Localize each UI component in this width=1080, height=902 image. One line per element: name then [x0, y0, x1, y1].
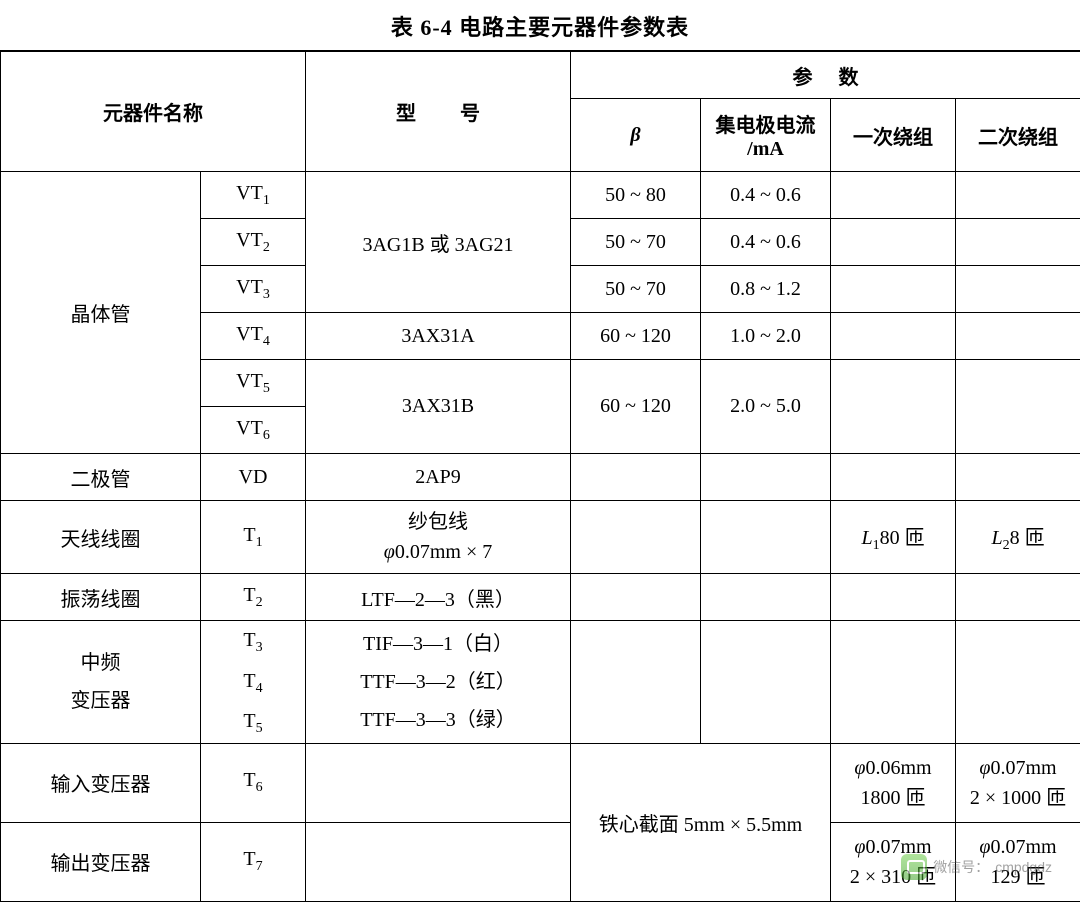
- cell-antenna-des: T1: [201, 501, 306, 574]
- cell-vt3-des: VT3: [201, 266, 306, 313]
- cell-iftrans-des: T3 T4 T5: [201, 621, 306, 744]
- th-secondary: 二次绕组: [956, 99, 1080, 172]
- th-ic-label: 集电极电流: [701, 109, 830, 138]
- cell-inputT-des: T6: [201, 743, 306, 822]
- cell-vt56-model: 3AX31B: [306, 360, 571, 454]
- th-model: 型号: [306, 51, 571, 172]
- cell-inputT-secondary: φ0.07mm 2 × 1000 匝: [956, 743, 1080, 822]
- cell-antenna-model-l1: 纱包线: [310, 507, 566, 537]
- cell-outputT-name: 输出变压器: [1, 822, 201, 901]
- cell-vt4-model: 3AX31A: [306, 313, 571, 360]
- cell-vt3-beta: 50 ~ 70: [571, 266, 701, 313]
- row-osc: 振荡线圈 T2 LTF—2—3（黑）: [1, 574, 1080, 621]
- cell-vt3-ic: 0.8 ~ 1.2: [701, 266, 831, 313]
- cell-inputT-name: 输入变压器: [1, 743, 201, 822]
- th-params: 参数: [571, 51, 1080, 99]
- table-title: 表 6-4 电路主要元器件参数表: [0, 10, 1080, 42]
- cell-vt2-beta: 50 ~ 70: [571, 219, 701, 266]
- cell-iftrans-name-l1: 中频: [1, 644, 200, 682]
- cell-transistor-label: 晶体管: [1, 172, 201, 454]
- cell-vt2-ic: 0.4 ~ 0.6: [701, 219, 831, 266]
- cell-vt123-model: 3AG1B 或 3AG21: [306, 172, 571, 313]
- cell-vt56-beta: 60 ~ 120: [571, 360, 701, 454]
- cell-vt1-beta: 50 ~ 80: [571, 172, 701, 219]
- cell-antenna-model: 纱包线 φ0.07mm × 7: [306, 501, 571, 574]
- cell-diode-name: 二极管: [1, 454, 201, 501]
- cell-outputT-des: T7: [201, 822, 306, 901]
- cell-vt1-ic: 0.4 ~ 0.6: [701, 172, 831, 219]
- row-diode: 二极管 VD 2AP9: [1, 454, 1080, 501]
- cell-antenna-secondary: L28 匝: [956, 501, 1080, 574]
- th-beta: β: [571, 99, 701, 172]
- cell-antenna-primary: L180 匝: [831, 501, 956, 574]
- cell-osc-des: T2: [201, 574, 306, 621]
- row-input-transformer: 输入变压器 T6 铁心截面 5mm × 5.5mm φ0.06mm 1800 匝…: [1, 743, 1080, 822]
- cell-osc-model: LTF—2—3（黑）: [306, 574, 571, 621]
- cell-iftrans-name-l2: 变压器: [1, 682, 200, 720]
- cell-diode-des: VD: [201, 454, 306, 501]
- cell-vt6-des: VT6: [201, 407, 306, 454]
- cell-outputT-secondary: φ0.07mm 129 匝: [956, 822, 1080, 901]
- row-output-transformer: 输出变压器 T7 φ0.07mm 2 × 310 匝 φ0.07mm 129 匝: [1, 822, 1080, 901]
- cell-inputT-primary-l2: 1800 匝: [835, 783, 951, 813]
- cell-vt1-des: VT1: [201, 172, 306, 219]
- cell-antenna-model-l2: φ0.07mm × 7: [310, 537, 566, 567]
- cell-outputT-primary-l1: φ0.07mm: [835, 832, 951, 862]
- cell-iftrans-m4: TTF—3—2（红）: [306, 663, 570, 701]
- cell-iftrans-name: 中频 变压器: [1, 621, 201, 744]
- cell-outputT-primary-l2: 2 × 310 匝: [835, 862, 951, 892]
- cell-inputT-secondary-l2: 2 × 1000 匝: [960, 783, 1076, 813]
- cell-vt2-des: VT2: [201, 219, 306, 266]
- cell-iftrans-m3: TIF—3—1（白）: [306, 625, 570, 663]
- cell-vt5-des: VT5: [201, 360, 306, 407]
- cell-diode-model: 2AP9: [306, 454, 571, 501]
- cell-iftrans-m5: TTF—3—3（绿）: [306, 701, 570, 739]
- row-vt1: 晶体管 VT1 3AG1B 或 3AG21 50 ~ 80 0.4 ~ 0.6: [1, 172, 1080, 219]
- cell-inputT-primary: φ0.06mm 1800 匝: [831, 743, 956, 822]
- cell-vt4-des: VT4: [201, 313, 306, 360]
- cell-inputT-secondary-l1: φ0.07mm: [960, 753, 1076, 783]
- row-antenna: 天线线圈 T1 纱包线 φ0.07mm × 7 L180 匝 L28 匝: [1, 501, 1080, 574]
- cell-antenna-name: 天线线圈: [1, 501, 201, 574]
- parameter-table: 元器件名称 型号 参数 β 集电极电流 /mA 一次绕组 二次绕组 晶体管 VT…: [0, 50, 1080, 902]
- cell-vt4-beta: 60 ~ 120: [571, 313, 701, 360]
- cell-osc-name: 振荡线圈: [1, 574, 201, 621]
- th-ic-unit: /mA: [701, 138, 830, 161]
- cell-vt56-ic: 2.0 ~ 5.0: [701, 360, 831, 454]
- row-iftrans: 中频 变压器 T3 T4 T5 TIF—3—1（白） TTF—3—2（红） TT…: [1, 621, 1080, 744]
- cell-vt4-ic: 1.0 ~ 2.0: [701, 313, 831, 360]
- th-primary: 一次绕组: [831, 99, 956, 172]
- cell-iftrans-model: TIF—3—1（白） TTF—3—2（红） TTF—3—3（绿）: [306, 621, 571, 744]
- cell-core-note: 铁心截面 5mm × 5.5mm: [571, 743, 831, 901]
- cell-inputT-primary-l1: φ0.06mm: [835, 753, 951, 783]
- cell-outputT-secondary-l2: 129 匝: [960, 862, 1076, 892]
- th-ic: 集电极电流 /mA: [701, 99, 831, 172]
- cell-outputT-primary: φ0.07mm 2 × 310 匝: [831, 822, 956, 901]
- th-component-name: 元器件名称: [1, 51, 306, 172]
- cell-outputT-secondary-l1: φ0.07mm: [960, 832, 1076, 862]
